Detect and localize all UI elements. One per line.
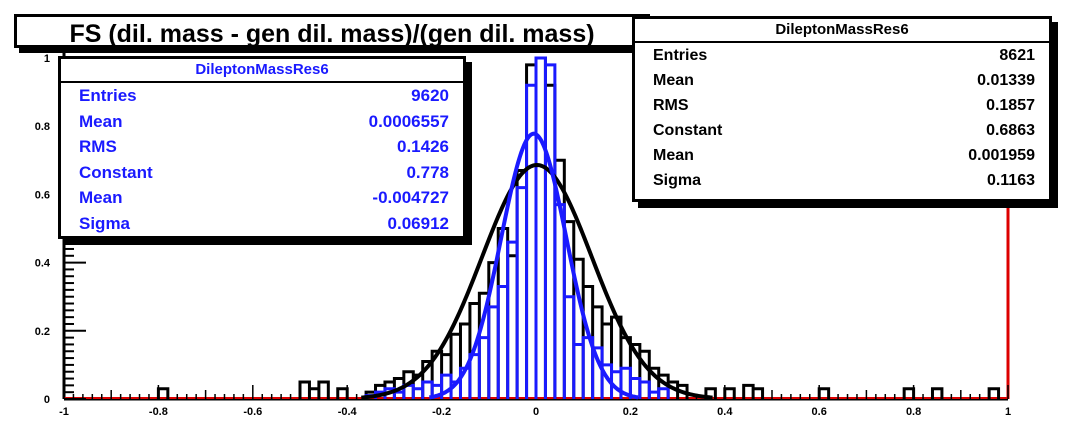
- stats-box-blue: DileptonMassRes6 Entries 9620 Mean 0.000655…: [58, 56, 466, 239]
- histogram-series-black: [156, 56, 1001, 399]
- x-tick-label: 0.2: [623, 406, 638, 418]
- x-tick-label: 0.6: [812, 406, 827, 418]
- y-tick-label: 0.6: [35, 189, 50, 201]
- gaussian-fits: [361, 131, 713, 400]
- x-tick-label: 0.8: [906, 406, 921, 418]
- stats-header: DileptonMassRes6: [61, 59, 463, 83]
- stats-value: 8621: [999, 47, 1035, 64]
- stats-label: RMS: [653, 97, 689, 114]
- stats-label: RMS: [79, 137, 117, 156]
- stats-value: 0.1857: [986, 97, 1035, 114]
- stats-rows: Entries 9620 Mean 0.0006557 RMS 0.1426 Constan…: [61, 83, 463, 236]
- x-tick-label: -1: [59, 406, 69, 418]
- y-axis-tick-labels: 0 0.2 0.4 0.6 0.8 1: [35, 53, 51, 406]
- x-axis-tick-labels: -1 -0.8 -0.6 -0.4 -0.2 0 0.2 0.4 0.6 0.8 1: [59, 406, 1011, 418]
- stats-row: Mean 0.001959: [635, 143, 1049, 168]
- stats-value: 9620: [411, 86, 449, 105]
- stats-label: Entries: [79, 86, 137, 105]
- stats-row: Constant 0.6863: [635, 118, 1049, 143]
- stats-value: 0.01339: [977, 72, 1035, 89]
- stats-value: 0.06912: [387, 213, 449, 233]
- x-tick-label: -0.6: [243, 406, 262, 418]
- stats-row: Sigma 0.06912: [61, 211, 463, 237]
- y-tick-label: 1: [44, 53, 50, 65]
- x-tick-label: -0.4: [338, 406, 358, 418]
- stats-value: 0.001959: [968, 147, 1035, 164]
- gaussian-fit-curve: [361, 162, 713, 400]
- stats-value: 0.0006557: [368, 111, 449, 131]
- stats-label: Mean: [653, 72, 694, 89]
- stats-row: Entries 8621: [635, 43, 1049, 68]
- stats-label: Sigma: [79, 213, 131, 233]
- stats-value: 0.778: [406, 162, 449, 182]
- stats-row: Mean -0.004727: [61, 185, 463, 211]
- x-tick-label: -0.2: [432, 406, 451, 418]
- stats-row: Sigma 0.1163: [635, 168, 1049, 193]
- stats-rows: Entries 8621 Mean 0.01339 RMS 0.1857 Constant 0…: [635, 43, 1049, 193]
- x-tick-label: 1: [1005, 406, 1011, 418]
- y-tick-label: 0.2: [35, 326, 50, 338]
- stats-label: Constant: [653, 122, 723, 139]
- stats-header: DileptonMassRes6: [635, 19, 1049, 43]
- histogram-steps: [156, 56, 1001, 399]
- stats-label: Mean: [79, 188, 123, 207]
- chart-title: FS (dil. mass - gen dil. mass)/(gen dil.…: [14, 14, 650, 48]
- stats-row: RMS 0.1426: [61, 134, 463, 160]
- stats-value: 0.6863: [986, 122, 1035, 139]
- stats-value: -0.004727: [372, 188, 449, 207]
- y-tick-label: 0.8: [35, 121, 50, 133]
- y-tick-label: 0.4: [35, 258, 51, 270]
- x-tick-label: -0.8: [149, 406, 168, 418]
- x-tick-label: 0: [533, 406, 539, 418]
- histogram-series-blue: [364, 56, 670, 399]
- stats-row: Mean 0.01339: [635, 68, 1049, 93]
- histogram-steps: [364, 56, 670, 399]
- stats-value: 0.1426: [397, 137, 449, 156]
- stats-label: Entries: [653, 47, 708, 64]
- gaussian-fit-curve: [429, 131, 639, 400]
- y-tick-label: 0: [44, 394, 50, 406]
- stats-row: Entries 9620: [61, 83, 463, 109]
- stats-row: RMS 0.1857: [635, 93, 1049, 118]
- stats-label: Sigma: [653, 172, 702, 189]
- x-tick-label: 0.4: [717, 406, 733, 418]
- stats-label: Mean: [79, 111, 123, 131]
- stats-value: 0.1163: [986, 172, 1035, 189]
- stats-row: Constant 0.778: [61, 160, 463, 186]
- stats-label: Constant: [79, 162, 153, 182]
- stats-row: Mean 0.0006557: [61, 109, 463, 135]
- stats-label: Mean: [653, 147, 694, 164]
- stats-box-black: DileptonMassRes6 Entries 8621 Mean 0.01339 R…: [632, 16, 1052, 202]
